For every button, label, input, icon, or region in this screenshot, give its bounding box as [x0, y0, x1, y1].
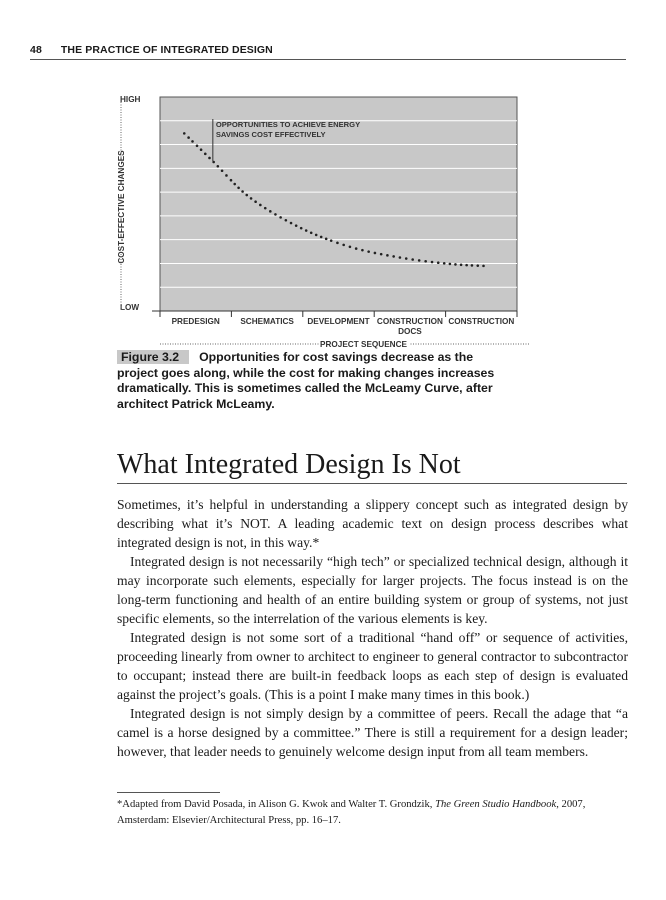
curve-dot: [476, 264, 480, 267]
x-tick-label: CONSTRUCTION DOCS: [377, 317, 443, 336]
curve-dot: [237, 186, 240, 190]
curve-dot: [411, 258, 414, 261]
running-title: THE PRACTICE OF INTEGRATED DESIGN: [60, 44, 273, 56]
x-tick-label: DEVELOPMENT: [307, 317, 369, 326]
curve-dot: [229, 178, 233, 182]
curve-dot: [354, 247, 358, 250]
curve-dot: [182, 132, 186, 135]
curve-dot: [212, 160, 215, 164]
curve-dot: [319, 235, 323, 239]
figure-caption: Figure 3.2 Opportunities for cost savings…: [117, 350, 517, 412]
curve-dot: [208, 156, 211, 160]
curve-dot: [304, 229, 308, 232]
paragraph: Sometimes, it’s helpful in understanding…: [117, 497, 628, 550]
curve-dot: [216, 164, 220, 168]
mcleamy-curve-chart: PREDESIGN SCHEMATICS DEVELOPMENT CONSTRUCTI…: [117, 95, 530, 349]
curve-dot: [263, 206, 267, 210]
curve-dot: [430, 260, 434, 264]
curve-dot: [195, 144, 199, 148]
curve-dot: [249, 197, 253, 200]
curve-dot: [187, 136, 190, 139]
curve-dot: [459, 263, 463, 267]
curve-dot: [233, 182, 237, 186]
curve-dot: [284, 218, 288, 222]
caption-text: Opportunities for cost savings decrease …: [117, 350, 495, 411]
curve-dot: [379, 252, 383, 256]
curve-dot: [436, 261, 440, 265]
curve-dot: [329, 239, 333, 242]
footnote: *Adapted from David Posada, in Alison G.…: [117, 797, 628, 829]
curve-dot: [309, 231, 313, 235]
curve-dot: [442, 262, 446, 265]
curve-dot: [324, 237, 328, 241]
page-number: 48: [30, 44, 42, 56]
curve-dot: [417, 259, 421, 262]
y-tick-label-low: LOW: [120, 303, 139, 312]
curve-dot: [269, 210, 272, 213]
paragraph: Integrated design is not some sort of a …: [117, 630, 628, 702]
curve-dot: [424, 259, 427, 263]
curve-dot: [254, 200, 257, 204]
annotation-text: SAVINGS COST EFFECTIVELY: [216, 130, 326, 139]
footnote-rule: [117, 792, 220, 793]
x-axis-title: PROJECT SEQUENCE: [320, 340, 407, 349]
curve-dot: [470, 264, 474, 267]
y-tick-label-high: HIGH: [120, 95, 141, 104]
curve-dot: [245, 193, 249, 197]
curve-dot: [448, 262, 452, 266]
curve-dot: [373, 251, 377, 255]
x-tick-label: SCHEMATICS: [240, 317, 294, 326]
paragraph: Integrated design is not necessarily “hi…: [117, 554, 628, 626]
curve-dot: [404, 257, 408, 260]
curve-dot: [342, 243, 345, 247]
paragraph: Integrated design is not simply design b…: [117, 706, 628, 759]
x-tick-label: PREDESIGN: [172, 317, 220, 326]
annotation-text: OPPORTUNITIES TO ACHIEVE ENERGY: [216, 120, 360, 129]
x-tick-label: CONSTRUCTION: [448, 317, 514, 326]
plot-area: [159, 96, 518, 312]
curve-dot: [386, 254, 389, 257]
body-text: Sometimes, it’s helpful in understanding…: [117, 495, 628, 761]
curve-dot: [336, 241, 339, 245]
y-axis-title: COST-EFFECTIVE CHANGES: [117, 150, 126, 264]
curve-dot: [259, 203, 262, 207]
curve-dot: [241, 190, 244, 193]
curve-dot: [225, 174, 228, 177]
curve-dot: [398, 256, 402, 259]
curve-dot: [482, 264, 485, 268]
curve-dot: [367, 250, 370, 253]
curve-dot: [361, 248, 364, 252]
section-heading: What Integrated Design Is Not: [117, 449, 627, 484]
curve-dot: [274, 213, 277, 216]
footnote-text-end: , 2007, Amsterdam: Elsevier/Architectura…: [117, 799, 586, 826]
curve-dot: [199, 148, 203, 152]
running-header: 48 THE PRACTICE OF INTEGRATED DESIGN: [30, 44, 273, 56]
footnote-book-title: The Green Studio Handbook: [435, 799, 557, 810]
curve-dot: [289, 221, 293, 225]
curve-dot: [314, 233, 318, 237]
curve-dot: [465, 263, 468, 267]
figure-label: Figure 3.2: [117, 350, 190, 364]
curve-dot: [348, 245, 352, 249]
curve-dot: [220, 169, 224, 173]
curve-dot: [299, 226, 303, 230]
curve-dot: [294, 224, 298, 227]
curve-dot: [454, 263, 457, 266]
curve-dot: [203, 152, 207, 156]
footnote-text: *Adapted from David Posada, in Alison G.…: [117, 799, 436, 810]
curve-dot: [191, 140, 194, 143]
header-rule: [30, 59, 626, 60]
curve-dot: [279, 216, 282, 219]
curve-dot: [392, 255, 395, 258]
